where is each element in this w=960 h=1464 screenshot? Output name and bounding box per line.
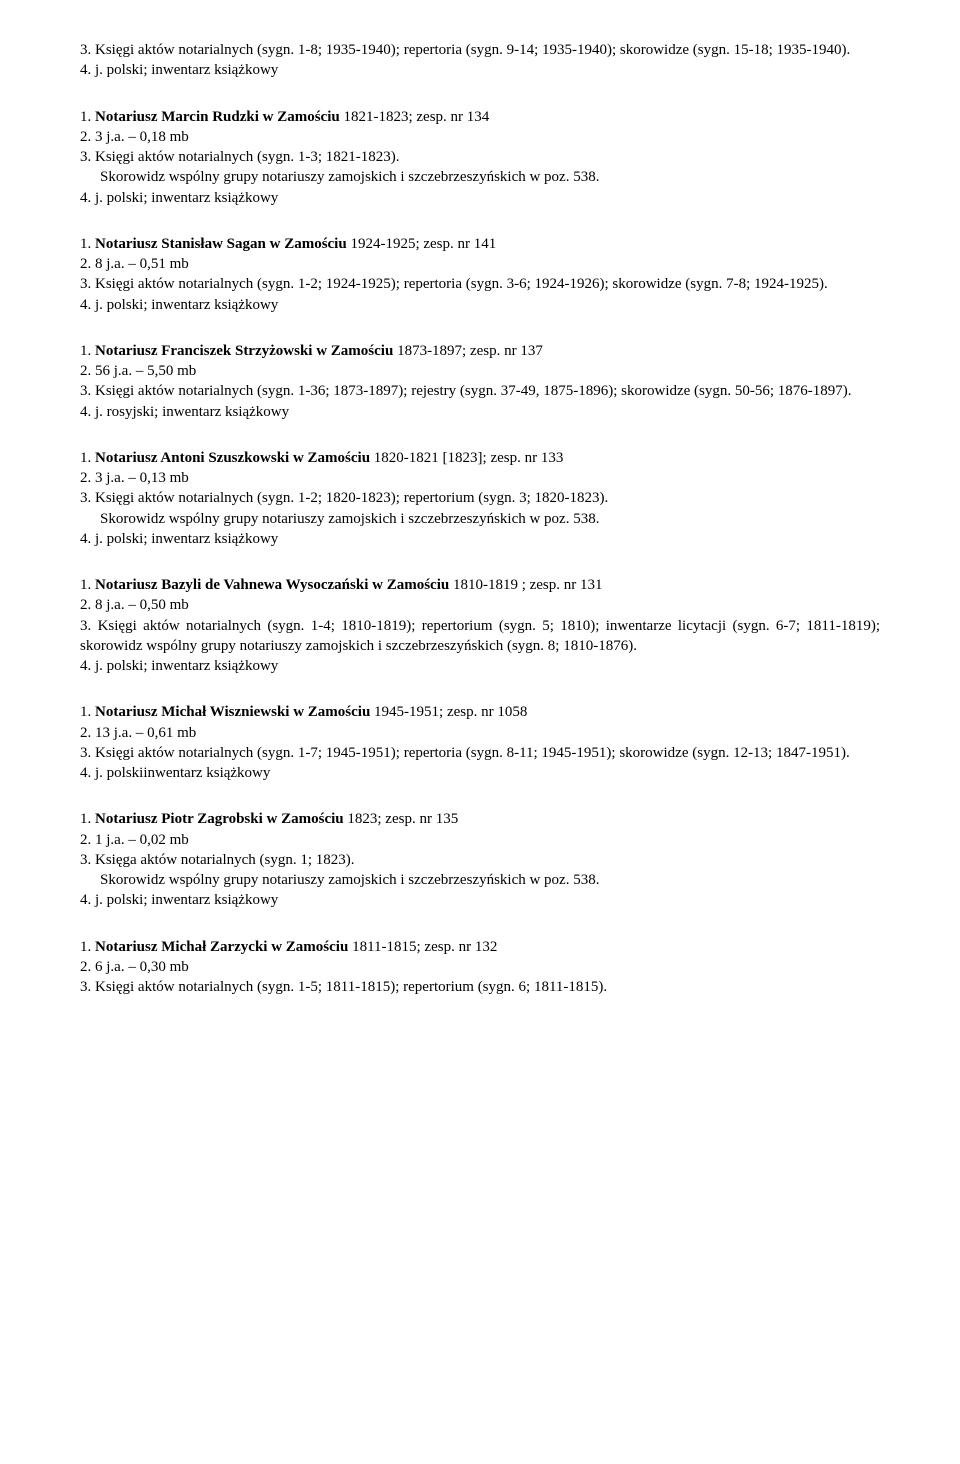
entry-line: Skorowidz wspólny grupy notariuszy zamoj…	[80, 870, 880, 890]
entry-line: 2. 1 j.a. – 0,02 mb	[80, 830, 880, 850]
line-suffix: 1821-1823; zesp. nr 134	[340, 109, 490, 125]
entry-line: 3. Księgi aktów notarialnych (sygn. 1-2;…	[80, 488, 880, 508]
notary-title: Notariusz Michał Wiszniewski w Zamościu	[95, 704, 370, 720]
entry-line: 4. j. polskiinwentarz książkowy	[80, 763, 880, 783]
line-prefix: 1.	[80, 939, 95, 955]
notary-title: Notariusz Marcin Rudzki w Zamościu	[95, 109, 340, 125]
line-prefix: 1.	[80, 577, 95, 593]
notary-title: Notariusz Antoni Szuszkowski w Zamościu	[95, 450, 370, 466]
entry-block: 3. Księgi aktów notarialnych (sygn. 1-8;…	[80, 40, 880, 81]
entry-line: 2. 8 j.a. – 0,50 mb	[80, 595, 880, 615]
entry-line: 3. Księgi aktów notarialnych (sygn. 1-7;…	[80, 743, 880, 763]
entry-line: 4. j. polski; inwentarz książkowy	[80, 890, 880, 910]
entry-line: 4. j. polski; inwentarz książkowy	[80, 295, 880, 315]
entry-block: 1. Notariusz Franciszek Strzyżowski w Za…	[80, 341, 880, 422]
entry-block: 1. Notariusz Marcin Rudzki w Zamościu 18…	[80, 107, 880, 208]
line-prefix: 1.	[80, 109, 95, 125]
entry-line: 2. 13 j.a. – 0,61 mb	[80, 723, 880, 743]
line-suffix: 1873-1897; zesp. nr 137	[393, 343, 543, 359]
notary-title: Notariusz Franciszek Strzyżowski w Zamoś…	[95, 343, 393, 359]
entry-line: 2. 8 j.a. – 0,51 mb	[80, 254, 880, 274]
notary-title: Notariusz Bazyli de Vahnewa Wysoczański …	[95, 577, 449, 593]
line-prefix: 1.	[80, 450, 95, 466]
entry-block: 1. Notariusz Piotr Zagrobski w Zamościu …	[80, 809, 880, 910]
line-prefix: 1.	[80, 704, 95, 720]
entry-block: 1. Notariusz Bazyli de Vahnewa Wysoczańs…	[80, 575, 880, 676]
entry-line: 1. Notariusz Stanisław Sagan w Zamościu …	[80, 234, 880, 254]
entry-line: 4. j. polski; inwentarz książkowy	[80, 656, 880, 676]
entry-line: 4. j. polski; inwentarz książkowy	[80, 60, 880, 80]
entry-line: 3. Księgi aktów notarialnych (sygn. 1-36…	[80, 381, 880, 401]
entry-block: 1. Notariusz Michał Zarzycki w Zamościu …	[80, 937, 880, 998]
entry-line: 2. 3 j.a. – 0,13 mb	[80, 468, 880, 488]
entry-line: 1. Notariusz Antoni Szuszkowski w Zamośc…	[80, 448, 880, 468]
line-prefix: 1.	[80, 811, 95, 827]
entry-line: 1. Notariusz Michał Zarzycki w Zamościu …	[80, 937, 880, 957]
notary-title: Notariusz Piotr Zagrobski w Zamościu	[95, 811, 344, 827]
line-suffix: 1823; zesp. nr 135	[344, 811, 459, 827]
entry-line: 1. Notariusz Piotr Zagrobski w Zamościu …	[80, 809, 880, 829]
entry-line: 2. 3 j.a. – 0,18 mb	[80, 127, 880, 147]
entry-line: 4. j. rosyjski; inwentarz książkowy	[80, 402, 880, 422]
entry-line: 4. j. polski; inwentarz książkowy	[80, 188, 880, 208]
entry-line: 1. Notariusz Franciszek Strzyżowski w Za…	[80, 341, 880, 361]
line-prefix: 1.	[80, 343, 95, 359]
entry-line: 3. Księga aktów notarialnych (sygn. 1; 1…	[80, 850, 880, 870]
entry-line: 3. Księgi aktów notarialnych (sygn. 1-2;…	[80, 274, 880, 294]
entry-line: Skorowidz wspólny grupy notariuszy zamoj…	[80, 509, 880, 529]
entry-line: 2. 56 j.a. – 5,50 mb	[80, 361, 880, 381]
entry-block: 1. Notariusz Stanisław Sagan w Zamościu …	[80, 234, 880, 315]
entry-line: 2. 6 j.a. – 0,30 mb	[80, 957, 880, 977]
entry-line: 3. Księgi aktów notarialnych (sygn. 1-8;…	[80, 40, 880, 60]
entry-line: 3. Księgi aktów notarialnych (sygn. 1-4;…	[80, 616, 880, 657]
document-body: 3. Księgi aktów notarialnych (sygn. 1-8;…	[80, 40, 880, 997]
line-suffix: 1811-1815; zesp. nr 132	[348, 939, 497, 955]
notary-title: Notariusz Stanisław Sagan w Zamościu	[95, 236, 347, 252]
entry-line: 1. Notariusz Bazyli de Vahnewa Wysoczańs…	[80, 575, 880, 595]
entry-line: 3. Księgi aktów notarialnych (sygn. 1-3;…	[80, 147, 880, 167]
entry-line: 1. Notariusz Marcin Rudzki w Zamościu 18…	[80, 107, 880, 127]
line-suffix: 1810-1819 ; zesp. nr 131	[449, 577, 602, 593]
entry-line: 4. j. polski; inwentarz książkowy	[80, 529, 880, 549]
line-suffix: 1924-1925; zesp. nr 141	[347, 236, 497, 252]
entry-line: 1. Notariusz Michał Wiszniewski w Zamośc…	[80, 702, 880, 722]
entry-block: 1. Notariusz Michał Wiszniewski w Zamośc…	[80, 702, 880, 783]
entry-block: 1. Notariusz Antoni Szuszkowski w Zamośc…	[80, 448, 880, 549]
line-suffix: 1820-1821 [1823]; zesp. nr 133	[370, 450, 563, 466]
line-prefix: 1.	[80, 236, 95, 252]
entry-line: 3. Księgi aktów notarialnych (sygn. 1-5;…	[80, 977, 880, 997]
line-suffix: 1945-1951; zesp. nr 1058	[370, 704, 527, 720]
entry-line: Skorowidz wspólny grupy notariuszy zamoj…	[80, 167, 880, 187]
notary-title: Notariusz Michał Zarzycki w Zamościu	[95, 939, 348, 955]
